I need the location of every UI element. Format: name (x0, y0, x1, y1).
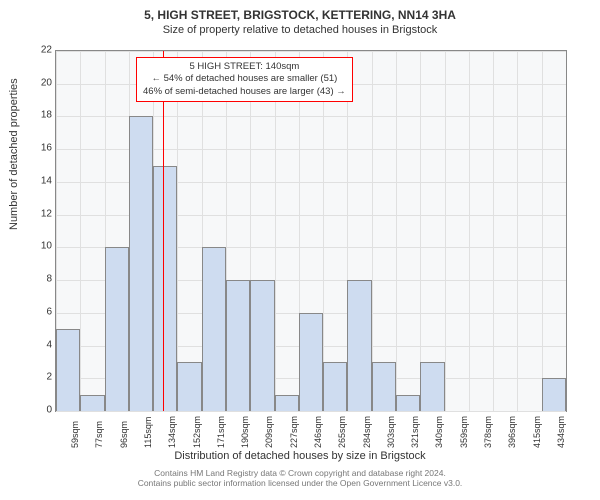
y-tick: 6 (32, 306, 52, 317)
title-sub: Size of property relative to detached ho… (0, 22, 600, 36)
histogram-bar (250, 280, 274, 411)
histogram-bar (80, 395, 104, 411)
marker-line (163, 51, 164, 411)
x-tick: 59sqm (70, 421, 80, 448)
gridline-v (80, 51, 81, 411)
x-tick: 209sqm (264, 416, 274, 448)
y-tick: 18 (32, 110, 52, 121)
annotation-line1: 5 HIGH STREET: 140sqm (189, 61, 299, 72)
gridline-v (542, 51, 543, 411)
gridline-v (420, 51, 421, 411)
x-tick: 359sqm (459, 416, 469, 448)
title-main: 5, HIGH STREET, BRIGSTOCK, KETTERING, NN… (0, 0, 600, 22)
x-tick: 265sqm (337, 416, 347, 448)
histogram-bar (105, 247, 129, 411)
x-tick: 134sqm (167, 416, 177, 448)
gridline-h (56, 51, 566, 52)
histogram-bar (299, 313, 323, 411)
histogram-bar (177, 362, 201, 411)
y-axis-label: Number of detached properties (8, 78, 20, 230)
y-tick: 10 (32, 241, 52, 252)
x-tick: 115sqm (143, 417, 153, 448)
histogram-bar (202, 247, 226, 411)
y-tick: 2 (32, 372, 52, 383)
x-tick: 152sqm (192, 416, 202, 448)
gridline-h (56, 411, 566, 412)
y-tick: 0 (32, 405, 52, 416)
gridline-v (177, 51, 178, 411)
annotation-box: 5 HIGH STREET: 140sqm← 54% of detached h… (136, 57, 353, 102)
y-tick: 8 (32, 274, 52, 285)
x-tick: 284sqm (362, 416, 372, 448)
gridline-v (372, 51, 373, 411)
x-tick: 246sqm (313, 416, 323, 448)
histogram-bar (372, 362, 396, 411)
x-tick: 303sqm (386, 416, 396, 448)
histogram-bar (153, 166, 177, 411)
histogram-bar (420, 362, 444, 411)
footer-line2: Contains public sector information licen… (138, 478, 463, 488)
x-tick: 415sqm (532, 416, 542, 448)
x-tick: 321sqm (410, 416, 420, 448)
histogram-bar (323, 362, 347, 411)
footer-line1: Contains HM Land Registry data © Crown c… (154, 468, 446, 478)
histogram-bar (275, 395, 299, 411)
chart-container: 5, HIGH STREET, BRIGSTOCK, KETTERING, NN… (0, 0, 600, 500)
y-tick: 16 (32, 143, 52, 154)
annotation-line2: ← 54% of detached houses are smaller (51… (151, 73, 337, 84)
plot-area: 5 HIGH STREET: 140sqm← 54% of detached h… (55, 50, 567, 412)
gridline-v (396, 51, 397, 411)
x-tick: 396sqm (507, 416, 517, 448)
x-tick: 378sqm (483, 416, 493, 448)
x-tick: 77sqm (94, 421, 104, 448)
gridline-v (517, 51, 518, 411)
x-tick: 96sqm (119, 421, 129, 448)
gridline-v (469, 51, 470, 411)
y-tick: 12 (32, 208, 52, 219)
gridline-v (275, 51, 276, 411)
annotation-line3: 46% of semi-detached houses are larger (… (143, 86, 346, 97)
histogram-bar (347, 280, 371, 411)
histogram-bar (56, 329, 80, 411)
footer-note: Contains HM Land Registry data © Crown c… (0, 468, 600, 488)
x-tick: 340sqm (434, 416, 444, 448)
x-tick: 171sqm (216, 416, 226, 448)
y-tick: 4 (32, 339, 52, 350)
gridline-v (493, 51, 494, 411)
x-tick: 190sqm (240, 416, 250, 448)
x-tick: 227sqm (289, 416, 299, 448)
x-axis-label: Distribution of detached houses by size … (0, 450, 600, 462)
gridline-v (445, 51, 446, 411)
histogram-bar (396, 395, 420, 411)
x-tick: 434sqm (556, 416, 566, 448)
histogram-bar (226, 280, 250, 411)
y-tick: 20 (32, 77, 52, 88)
y-tick: 14 (32, 175, 52, 186)
y-tick: 22 (32, 45, 52, 56)
gridline-v (323, 51, 324, 411)
histogram-bar (129, 116, 153, 411)
histogram-bar (542, 378, 566, 411)
